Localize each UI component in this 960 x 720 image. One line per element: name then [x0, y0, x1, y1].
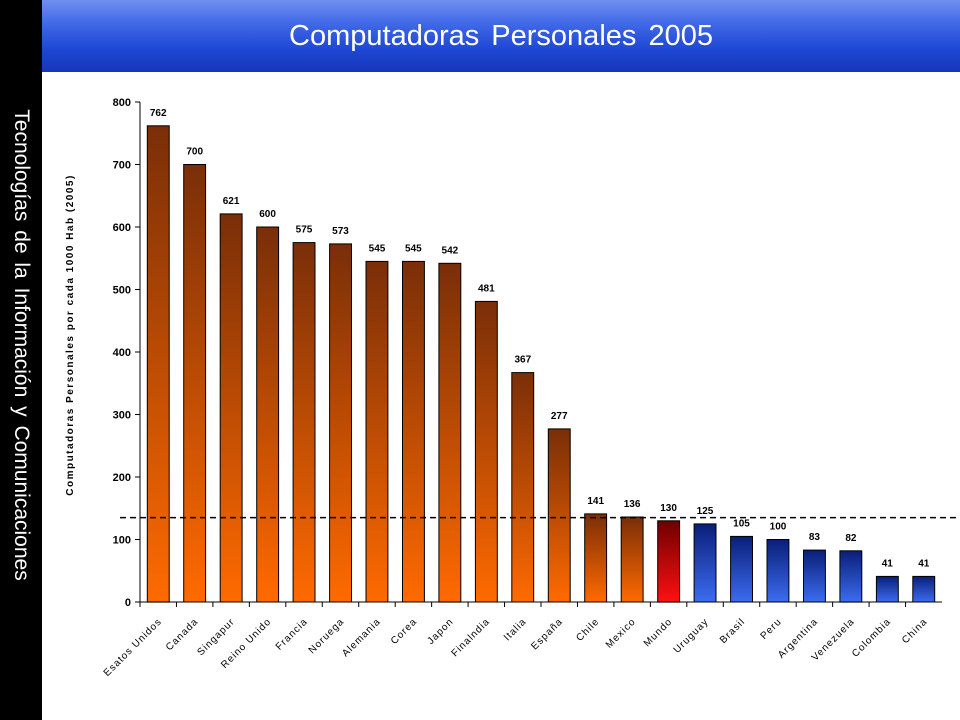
- bar: [912, 575, 936, 603]
- bar-chart: Computadoras Personales por cada 1000 Ha…: [65, 97, 960, 679]
- y-tick-label: 200: [113, 472, 131, 484]
- bar: [292, 242, 316, 603]
- data-label: 105: [733, 518, 750, 529]
- x-tick-label: España: [529, 616, 565, 652]
- data-label: 136: [624, 499, 641, 510]
- x-tick-label: Esatos Unidos: [102, 616, 165, 679]
- x-tick-label: Mundo: [642, 616, 675, 649]
- data-label: 481: [478, 283, 495, 294]
- data-label: 277: [551, 411, 568, 422]
- side-title: Tecnologías de la Información y Comunica…: [10, 109, 33, 581]
- bar: [219, 213, 243, 603]
- data-label: 700: [186, 147, 203, 158]
- bar: [839, 550, 863, 603]
- bar: [329, 243, 353, 603]
- page-title: Computadoras Personales 2005: [289, 20, 713, 52]
- x-tick-label: Peru: [759, 616, 785, 642]
- bar: [730, 535, 753, 603]
- bar: [146, 125, 170, 603]
- bar: [657, 520, 681, 603]
- x-tick-label: Colombia: [850, 616, 893, 659]
- x-tick-label: Corea: [389, 616, 420, 647]
- y-tick-label: 800: [113, 97, 131, 109]
- bar: [547, 428, 571, 603]
- data-label: 100: [770, 522, 787, 533]
- y-tick-label: 700: [113, 160, 131, 172]
- x-tick-label: Finalndia: [450, 616, 493, 659]
- x-tick-label: Mexico: [604, 616, 638, 650]
- bar: [474, 300, 498, 603]
- y-tick-label: 300: [113, 410, 131, 422]
- bar: [438, 262, 462, 603]
- x-tick-label: Japon: [425, 616, 456, 647]
- bar: [693, 523, 717, 603]
- x-tick-label: Chile: [574, 616, 601, 643]
- data-label: 542: [442, 245, 459, 256]
- data-label: 762: [150, 108, 167, 119]
- y-axis-label: Computadoras Personales por cada 1000 Ha…: [65, 174, 76, 496]
- x-tick-label: Francia: [274, 616, 310, 652]
- bar: [803, 549, 826, 603]
- bar: [875, 575, 899, 603]
- data-label: 41: [882, 558, 894, 569]
- bar: [365, 260, 389, 603]
- data-label: 621: [223, 196, 240, 207]
- bar: [584, 513, 608, 603]
- side-bar: Tecnologías de la Información y Comunica…: [0, 0, 42, 720]
- data-label: 83: [809, 532, 821, 543]
- y-tick-label: 0: [125, 597, 131, 609]
- x-tick-label: Brasil: [718, 616, 748, 646]
- data-label: 573: [332, 226, 349, 237]
- x-tick-label: Uruguay: [672, 616, 711, 655]
- data-label: 130: [660, 503, 677, 514]
- x-tick-label: Italia: [502, 616, 529, 643]
- data-label: 575: [296, 225, 313, 236]
- bar: [511, 372, 535, 603]
- x-tick-label: Alemania: [340, 616, 383, 659]
- data-label: 82: [845, 533, 857, 544]
- data-label: 141: [587, 496, 604, 507]
- bar: [183, 164, 207, 603]
- x-tick-label: Canada: [164, 616, 201, 653]
- x-tick-label: China: [900, 616, 930, 646]
- bar: [256, 226, 280, 603]
- data-label: 545: [405, 243, 422, 254]
- bar: [766, 539, 790, 603]
- data-label: 125: [697, 506, 714, 517]
- bar: [620, 516, 644, 603]
- data-label: 41: [918, 558, 930, 569]
- title-bar: Computadoras Personales 2005: [42, 0, 960, 72]
- data-label: 545: [369, 243, 386, 254]
- y-tick-label: 400: [113, 347, 131, 359]
- y-tick-label: 100: [113, 535, 131, 547]
- y-tick-label: 600: [113, 222, 131, 234]
- bar: [402, 260, 425, 603]
- data-label: 367: [514, 355, 531, 366]
- y-tick-label: 500: [113, 285, 131, 297]
- data-label: 600: [259, 209, 276, 220]
